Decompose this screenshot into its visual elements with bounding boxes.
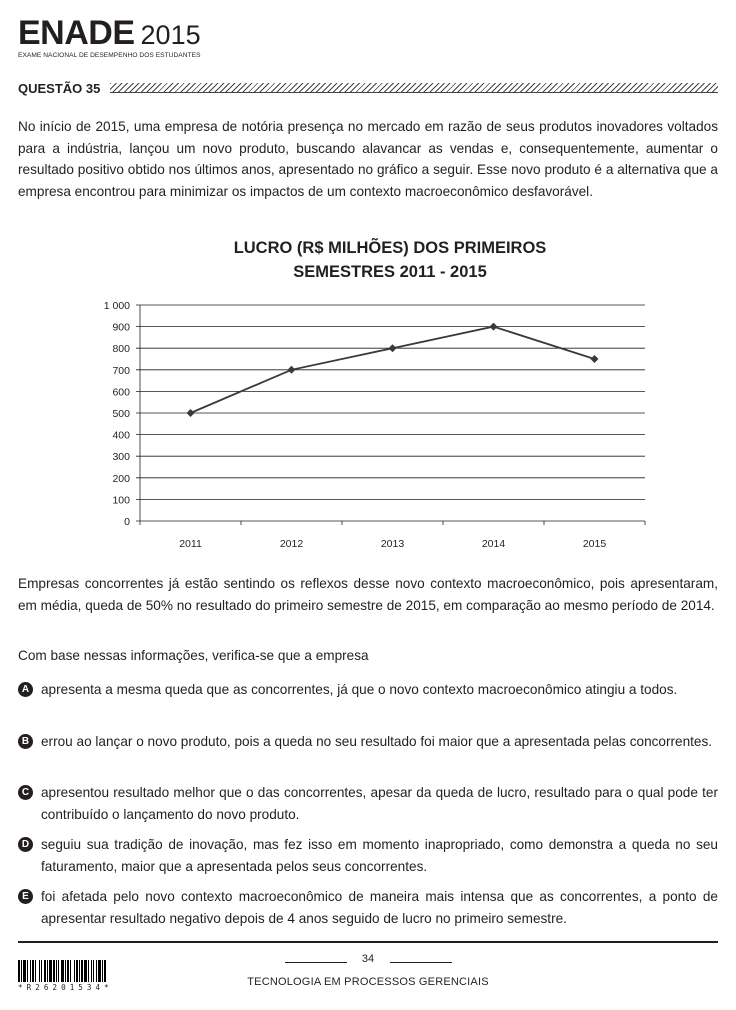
- chart-title-line1: LUCRO (R$ MILHÕES) DOS PRIMEIROS: [234, 237, 547, 257]
- y-tick-label: 0: [124, 516, 130, 528]
- bottom-rule: [18, 941, 718, 943]
- data-point: [287, 365, 296, 374]
- x-tick-label: 2011: [179, 538, 202, 550]
- logo-subtitle: EXAME NACIONAL DE DESEMPENHO DOS ESTUDAN…: [18, 52, 201, 59]
- option-a[interactable]: A apresenta a mesma queda que as concorr…: [18, 679, 718, 701]
- page-number-line-right: [390, 962, 452, 963]
- data-point: [590, 355, 599, 363]
- option-d-marker: D: [18, 837, 33, 852]
- option-c-marker: C: [18, 785, 33, 800]
- option-b[interactable]: B errou ao lançar o novo produto, pois a…: [18, 731, 718, 753]
- x-tick-label: 2014: [482, 538, 506, 550]
- data-point: [186, 409, 195, 417]
- y-tick-label: 1 000: [104, 300, 130, 312]
- y-tick-label: 200: [112, 473, 130, 485]
- logo-word: ENADE: [18, 14, 135, 52]
- option-c-text: apresentou resultado melhor que o das co…: [41, 785, 718, 822]
- y-tick-label: 900: [112, 322, 130, 334]
- logo-year: 2015: [140, 20, 201, 50]
- y-tick-label: 400: [112, 430, 130, 442]
- enade-logo: ENADE 2015 EXAME NACIONAL DE DESEMPENHO …: [18, 16, 201, 59]
- option-e-marker: E: [18, 889, 33, 904]
- barcode-bars: [18, 960, 113, 982]
- context-paragraph: Empresas concorrentes já estão sentindo …: [18, 576, 718, 613]
- barcode: *R26201534*: [18, 960, 113, 992]
- option-a-marker: A: [18, 682, 33, 697]
- option-c[interactable]: C apresentou resultado melhor que o das …: [18, 782, 718, 825]
- x-tick-label: 2012: [280, 538, 304, 550]
- intro-paragraph: No início de 2015, uma empresa de notóri…: [18, 119, 718, 199]
- barcode-text: *R26201534*: [18, 983, 113, 992]
- y-tick-label: 100: [112, 494, 130, 506]
- hatch-rule: [110, 83, 718, 93]
- x-tick-label: 2013: [381, 538, 405, 550]
- page-number: 34: [361, 953, 375, 965]
- x-tick-label: 2015: [583, 538, 607, 550]
- profit-line-chart: LUCRO (R$ MILHÕES) DOS PRIMEIROS SEMESTR…: [104, 237, 646, 550]
- option-e[interactable]: E foi afetada pelo novo contexto macroec…: [18, 886, 718, 929]
- data-point: [489, 322, 498, 331]
- y-tick-label: 700: [112, 365, 130, 377]
- question-header: QUESTÃO 35: [18, 80, 718, 96]
- option-e-text: foi afetada pelo novo contexto macroecon…: [41, 889, 718, 926]
- option-a-text: apresenta a mesma queda que as concorren…: [41, 682, 678, 697]
- y-tick-label: 600: [112, 386, 130, 398]
- option-b-marker: B: [18, 734, 33, 749]
- chart-title-line2: SEMESTRES 2011 - 2015: [293, 263, 487, 281]
- option-d-text: seguiu sua tradição de inovação, mas fez…: [41, 837, 718, 874]
- question-title: QUESTÃO 35: [18, 80, 101, 96]
- data-point: [388, 344, 397, 353]
- y-tick-label: 800: [112, 343, 130, 355]
- y-tick-label: 500: [112, 408, 130, 420]
- option-b-text: errou ao lançar o novo produto, pois a q…: [41, 734, 713, 749]
- course-title: TECNOLOGIA EM PROCESSOS GERENCIAIS: [247, 976, 489, 988]
- y-tick-label: 300: [112, 451, 130, 463]
- question-prompt: Com base nessas informações, verifica-se…: [18, 648, 369, 663]
- option-d[interactable]: D seguiu sua tradição de inovação, mas f…: [18, 834, 718, 877]
- page-number-line-left: [285, 962, 347, 963]
